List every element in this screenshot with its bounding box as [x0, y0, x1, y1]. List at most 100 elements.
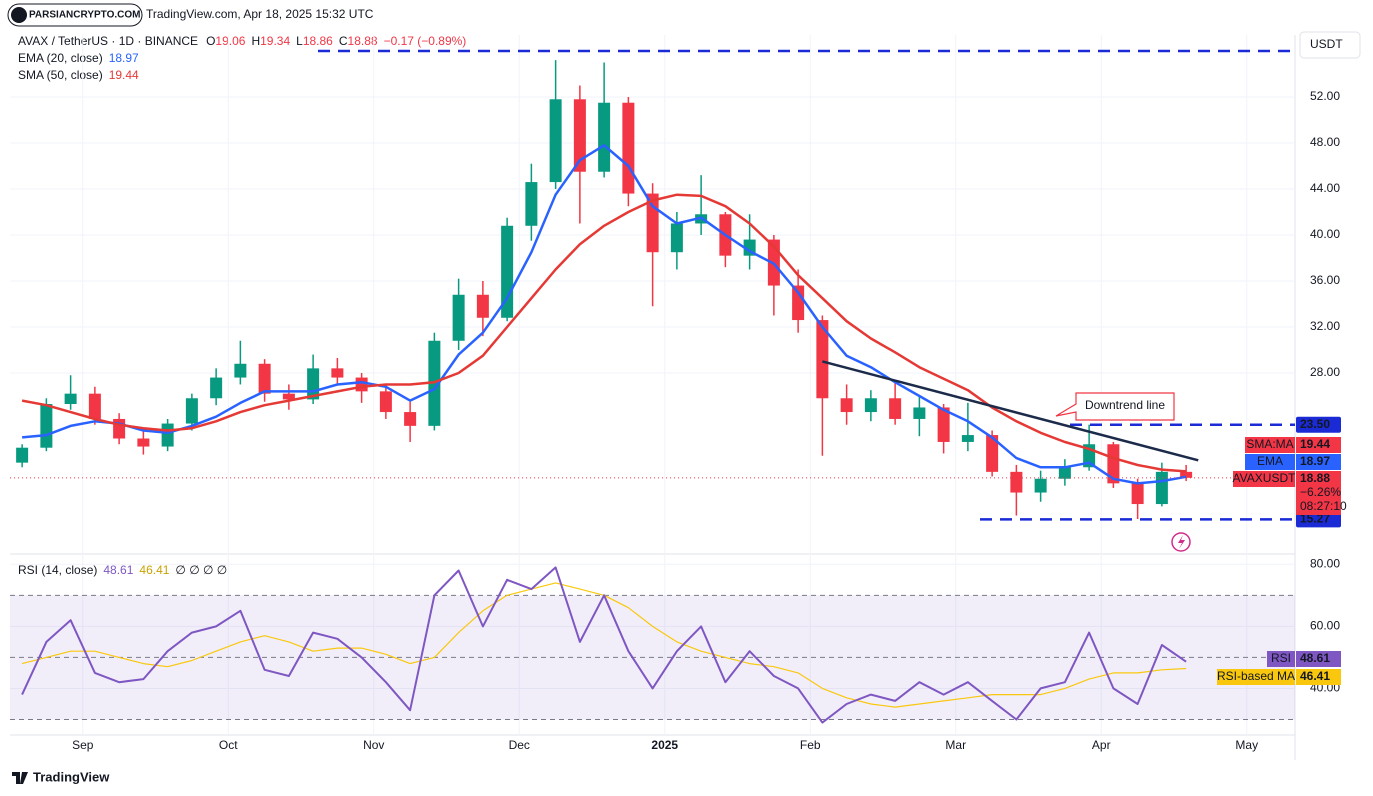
rsi-tag-name-box: [1217, 669, 1295, 685]
ohlc-value: 18.86: [303, 34, 333, 48]
candle-body: [1131, 483, 1144, 505]
annotation-box: [1055, 392, 1175, 421]
candle-body: [137, 438, 150, 447]
ohlc-label: O: [206, 34, 215, 48]
rsi-tag-name: RSI: [1271, 651, 1291, 665]
candle-body: [64, 393, 77, 405]
candle-body: [549, 99, 562, 183]
legend-entry: EMA (20, close) 18.97: [18, 51, 139, 65]
candle-body: [525, 182, 538, 226]
rsi-tag-value: 48.61: [1300, 651, 1330, 665]
axis-tag-value-box: [1296, 437, 1341, 453]
rsi-tag-name-box: [1267, 651, 1295, 667]
candle-body: [1155, 471, 1168, 505]
candle-body: [282, 393, 295, 400]
candle-body: [573, 99, 586, 172]
candle-body: [1034, 478, 1047, 493]
axis-tag-value: 18.97: [1300, 454, 1330, 468]
candle-body: [40, 404, 53, 448]
ohlc-value: 18.88: [348, 34, 378, 48]
x-tick-label: Mar: [945, 738, 966, 752]
axis-tag-value: 18.88: [1300, 471, 1330, 485]
axis-tag-countdown: 08:27:10: [1300, 499, 1347, 513]
unit: USDT: [1310, 37, 1343, 51]
candle-body: [840, 398, 853, 413]
x-tick-label: Sep: [72, 738, 94, 752]
change: −0.17 (−0.89%): [384, 34, 467, 48]
candle-body: [234, 363, 247, 378]
x-tick-label: Feb: [800, 738, 821, 752]
x-tick-label: 2025: [651, 738, 678, 752]
rsi-title: RSI (14, close): [18, 563, 97, 577]
logo: PARSIANCRYPTO.COM: [29, 10, 141, 21]
rsi-header: RSI (14, close) 48.61 46.41 ∅ ∅ ∅ ∅: [18, 563, 227, 577]
ohlc-label: H: [251, 34, 260, 48]
series-line: [21, 144, 1187, 485]
series-line: [21, 193, 1187, 473]
y-tick-label: 40.00: [1310, 227, 1340, 241]
ohlc-label: L: [296, 34, 303, 48]
candle-body: [1058, 467, 1071, 479]
y-tick-label: 28.00: [1310, 365, 1340, 379]
rsi-tag-value-box: [1296, 669, 1341, 685]
candle-body: [913, 407, 926, 419]
legend-value: 19.44: [109, 68, 139, 82]
legend-name: SMA (50, close): [18, 68, 103, 82]
x-tick-label: Oct: [219, 738, 238, 752]
legend-entry: SMA (50, close) 19.44: [18, 68, 139, 82]
x-tick-label: Dec: [509, 738, 530, 752]
alert-bolt: [1178, 535, 1185, 549]
level-tag-label: 23.50: [1300, 417, 1330, 431]
axis-tag-value: 19.44: [1300, 437, 1330, 451]
annotation-label: Downtrend line: [1085, 398, 1165, 412]
ohlc-value: 19.06: [215, 34, 245, 48]
candle-body: [113, 418, 126, 439]
rsi-tag-value-box: [1296, 651, 1341, 667]
level-tag: [1296, 511, 1341, 528]
axis-tag-value-box: [1296, 471, 1341, 515]
x-tick-label: Nov: [363, 738, 384, 752]
footer: TradingView: [33, 769, 110, 784]
candle-body: [792, 285, 805, 321]
candle-body: [355, 377, 368, 392]
level-tag-label: 15.27: [1300, 512, 1330, 526]
logo-box: [7, 3, 143, 27]
axis-tag-name-box: [1245, 454, 1295, 470]
y-tick-label: 80.00: [1310, 556, 1340, 570]
ohlc-value: 19.34: [260, 34, 290, 48]
level-tag: [1296, 416, 1341, 433]
candle-body: [986, 435, 999, 472]
x-tick-label: Apr: [1092, 738, 1111, 752]
candle-body: [816, 320, 829, 399]
candle-body: [88, 393, 101, 419]
candle-body: [598, 102, 611, 172]
candle-body: [961, 435, 974, 442]
candle-body: [622, 102, 635, 194]
axis-tag-change: −6.26%: [1300, 485, 1341, 499]
candle-body: [16, 447, 29, 463]
logo-icon: [11, 7, 27, 23]
unit-box: [1299, 31, 1361, 59]
candle-body: [258, 363, 271, 394]
rsi-header-value: 48.61: [103, 563, 133, 577]
footer-logo: [12, 772, 28, 784]
y-tick-label: 48.00: [1310, 135, 1340, 149]
source: TradingView.com, Apr 18, 2025 15:32 UTC: [146, 7, 374, 21]
candle-body: [864, 398, 877, 413]
candle-body: [210, 377, 223, 399]
legend-name: EMA (20, close): [18, 51, 103, 65]
candle-body: [1010, 471, 1023, 493]
candle-body: [331, 368, 344, 378]
y-tick-label: 32.00: [1310, 319, 1340, 333]
candle-body: [1107, 444, 1120, 484]
candle-body: [379, 391, 392, 413]
y-tick-label: 44.00: [1310, 181, 1340, 195]
candle-body: [937, 407, 950, 442]
legend-value: 18.97: [109, 51, 139, 65]
candle-body: [476, 294, 489, 318]
axis-tag-value-box: [1296, 454, 1341, 470]
candle-body: [161, 423, 174, 447]
axis-tag-name-box: [1233, 471, 1295, 487]
candle-body: [185, 398, 198, 424]
